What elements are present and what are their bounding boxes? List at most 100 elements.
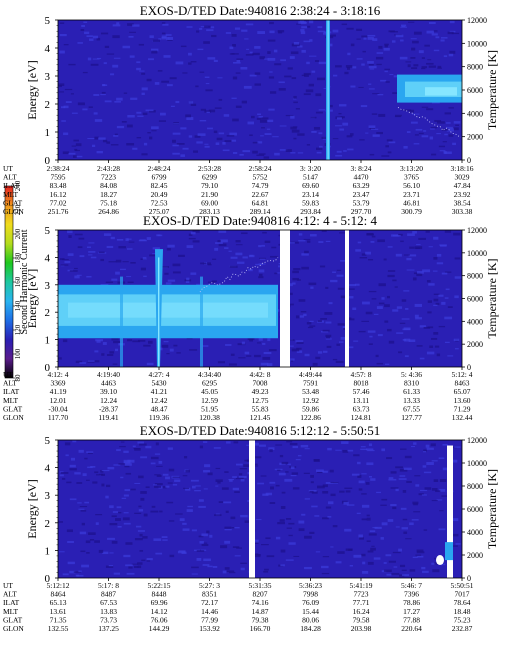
- table-cell: 49.23: [252, 387, 269, 396]
- y2-tick-label: 4000: [467, 109, 483, 118]
- table-cell: 69.00: [201, 198, 218, 207]
- table-cell: 8487: [101, 590, 116, 599]
- y2-tick-label: 12000: [467, 436, 487, 445]
- y-axis-left: 0 1 2 3 4 5 Energy [eV]: [25, 435, 58, 585]
- table-cell: 7591: [303, 379, 318, 388]
- table-cell: 119.36: [149, 413, 170, 422]
- table-cell: 119.41: [98, 413, 119, 422]
- table-cell: 117.70: [48, 413, 69, 422]
- row-label-mlt: MLT: [3, 190, 19, 199]
- table-cell: 2:53:28: [198, 164, 221, 173]
- colorbar-tick-label: 120: [14, 324, 22, 335]
- table-cell: -30.04: [48, 404, 68, 413]
- y2-tick-label: 4000: [467, 317, 483, 326]
- table-cell: 4:34:40: [198, 370, 221, 379]
- spike-core: [327, 20, 329, 160]
- table-cell: 77.02: [50, 198, 67, 207]
- y-tick-label: 5: [45, 435, 51, 447]
- table-cell: 5:31:35: [249, 581, 272, 590]
- table-cell: 6295: [202, 379, 217, 388]
- table-cell: 5:12: 4: [451, 370, 472, 379]
- table-cell: 12.24: [100, 396, 117, 405]
- table-cell: 8448: [152, 590, 167, 599]
- table-cell: 13.11: [353, 396, 370, 405]
- table-cell: 46.81: [403, 198, 420, 207]
- table-cell: 78.64: [454, 598, 471, 607]
- y-tick-label: 2: [45, 518, 51, 530]
- table-cell: 12.75: [252, 396, 269, 405]
- table-cell: 203.98: [351, 624, 372, 633]
- table-cell: 5:46: 7: [401, 581, 422, 590]
- y-tick-label: 3: [45, 280, 51, 292]
- y2-tick-label: 12000: [467, 226, 487, 235]
- row-label-alt: ALT: [3, 379, 17, 388]
- table-cell: 51.95: [201, 404, 218, 413]
- table-cell: 67.53: [100, 598, 117, 607]
- table-cell: 82.45: [151, 181, 168, 190]
- spectrogram: [58, 20, 462, 160]
- table-cell: 251.76: [48, 207, 69, 216]
- table-cell: 53.48: [302, 387, 319, 396]
- table-cell: 5:36:23: [299, 581, 322, 590]
- table-cell: 2:58:24: [249, 164, 272, 173]
- table-cell: 75.23: [454, 615, 471, 624]
- table-cell: 7595: [51, 173, 66, 182]
- table-cell: 3:18:16: [451, 164, 474, 173]
- table-cell: 76.09: [302, 598, 319, 607]
- colorbar: 80 100 120 140 160 180 200 220 240 Second Harmoni…: [4, 180, 30, 382]
- table-cell: 5:50:51: [451, 581, 474, 590]
- y-axis-label: Energy [eV]: [25, 479, 39, 538]
- table-cell: 137.25: [98, 624, 119, 633]
- table-cell: 7998: [303, 590, 318, 599]
- table-cell: 77.71: [353, 598, 370, 607]
- table-cell: 5: 4:36: [401, 370, 422, 379]
- table-cell: 184.28: [300, 624, 321, 633]
- y2-tick-label: 10000: [467, 459, 487, 468]
- table-cell: 23.14: [302, 190, 319, 199]
- table-cell: 48.47: [151, 404, 168, 413]
- y-tick-label: 1: [45, 127, 51, 139]
- y-tick-label: 5: [45, 15, 51, 27]
- row-label-glon: GLON: [3, 413, 24, 422]
- table-cell: 297.70: [351, 207, 372, 216]
- table-cell: 47.84: [454, 181, 471, 190]
- table-cell: 78.86: [403, 598, 420, 607]
- table-cell: 84.08: [100, 181, 117, 190]
- table-cell: 45.05: [201, 387, 218, 396]
- chart-panel-3: EXOS-D/TED Date:940816 5:12:12 - 5:50:51…: [3, 423, 499, 633]
- table-cell: 13.61: [50, 607, 67, 616]
- table-cell: 3369: [51, 379, 66, 388]
- edge-feature: [436, 555, 444, 566]
- y-tick-label: 1: [45, 335, 51, 347]
- table-cell: 4:27: 4: [148, 370, 169, 379]
- table-cell: 6799: [152, 173, 167, 182]
- table-cell: 4463: [101, 379, 116, 388]
- table-cell: 275.07: [149, 207, 170, 216]
- table-cell: 15.44: [302, 607, 319, 616]
- y-tick-label: 3: [45, 71, 51, 83]
- table-cell: 4:12: 4: [47, 370, 68, 379]
- table-cell: 6299: [202, 173, 217, 182]
- table-cell: 4:57: 8: [350, 370, 371, 379]
- y2-axis-label: Temperature [K]: [485, 469, 499, 549]
- y2-tick-label: 0: [467, 156, 471, 165]
- y2-tick-label: 2000: [467, 551, 483, 560]
- row-label-alt: ALT: [3, 173, 17, 182]
- colorbar-tick-label: 140: [14, 300, 22, 311]
- table-cell: 3: 8:24: [350, 164, 371, 173]
- row-label-glon: GLON: [3, 207, 24, 216]
- temperature-trace: [199, 257, 279, 293]
- table-cell: 20.49: [151, 190, 168, 199]
- row-label-glat: GLAT: [3, 198, 23, 207]
- y-tick-label: 3: [45, 490, 51, 502]
- row-label-glon: GLON: [3, 624, 24, 633]
- table-cell: 22.67: [252, 190, 269, 199]
- table-cell: 7017: [455, 590, 470, 599]
- table-cell: 7008: [253, 379, 268, 388]
- colorbar-tick-label: 200: [14, 228, 22, 239]
- data-gap: [447, 445, 453, 578]
- table-cell: 17.27: [403, 607, 420, 616]
- table-cell: -28.37: [99, 404, 119, 413]
- table-cell: 2:43:28: [97, 164, 120, 173]
